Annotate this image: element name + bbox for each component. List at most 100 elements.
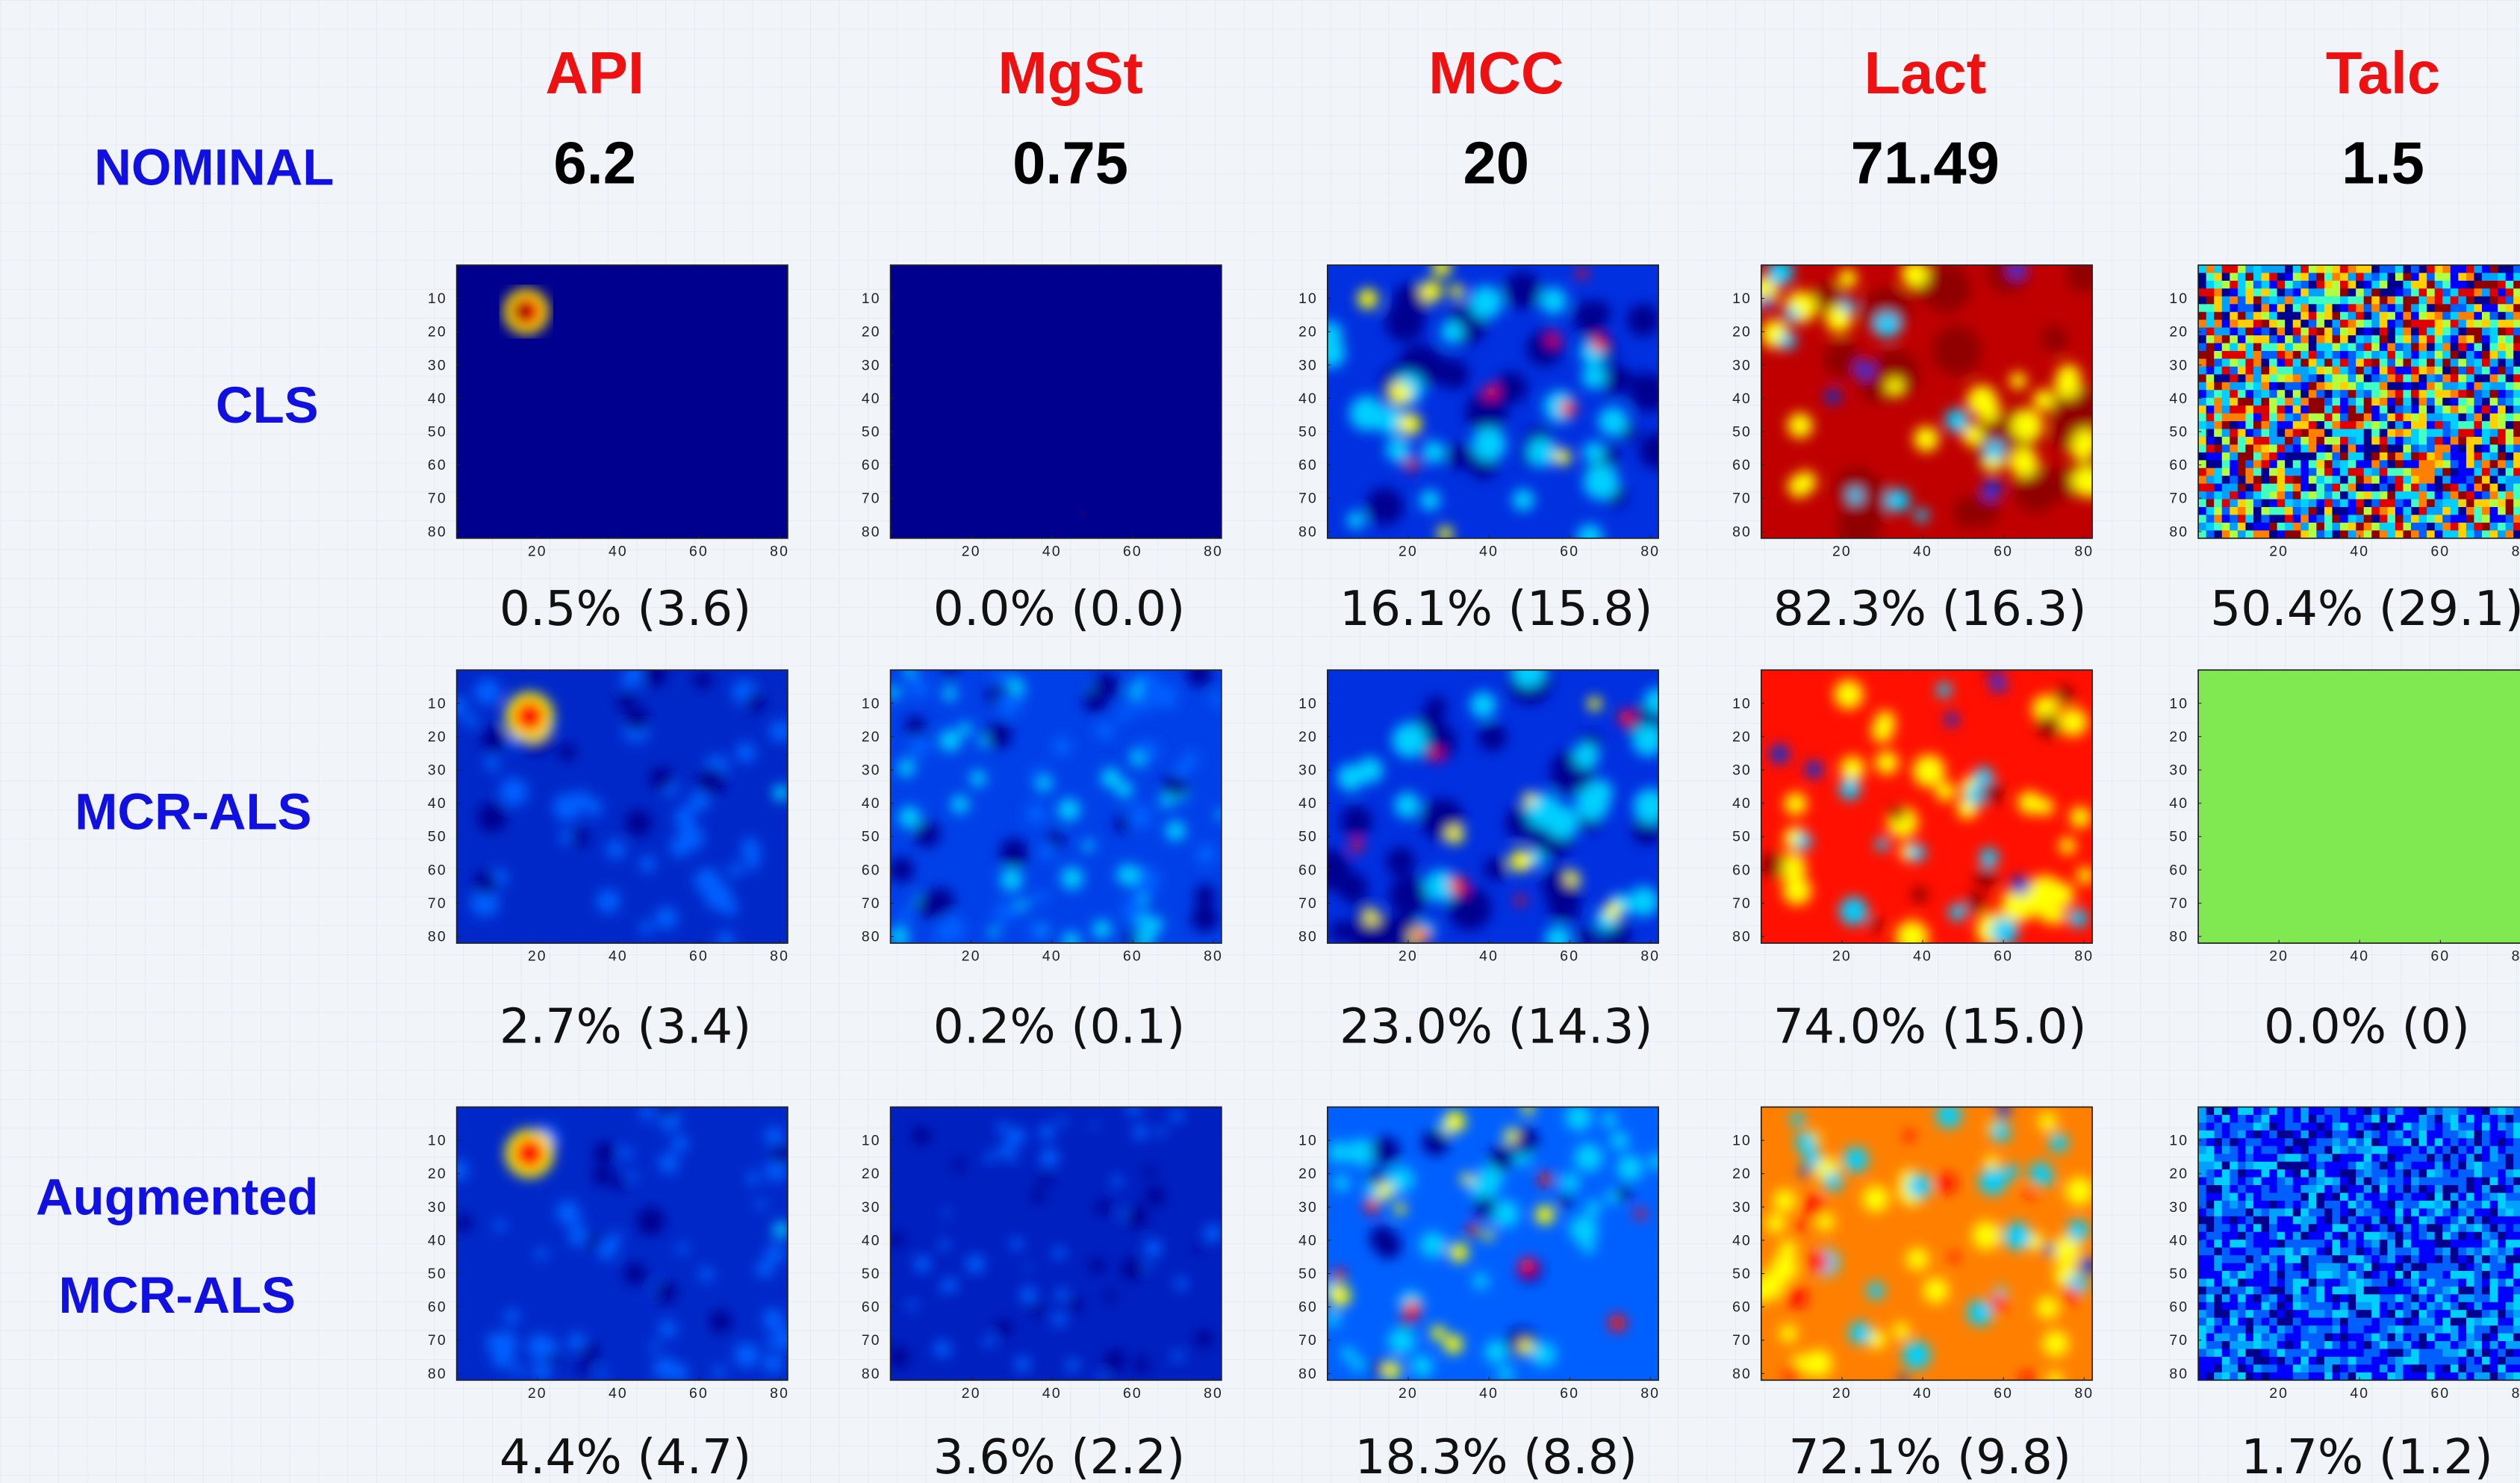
pixel [2435, 444, 2443, 453]
pixel [2482, 437, 2490, 445]
blob [1191, 904, 1219, 932]
background-grid [1, 0, 2520, 1483]
pixel [2395, 1107, 2404, 1116]
blob [612, 1176, 626, 1190]
pixel [2348, 390, 2356, 398]
pixel [2253, 429, 2262, 437]
pixel [2498, 367, 2506, 375]
pixel [2262, 437, 2270, 445]
pixel [2411, 1349, 2419, 1357]
pixel [2356, 1294, 2364, 1302]
pixel [2316, 312, 2324, 320]
pixel [2277, 1131, 2286, 1139]
pixel [2395, 1208, 2404, 1216]
pixel [2364, 320, 2372, 328]
pixel [2222, 429, 2230, 437]
pixel [2371, 414, 2380, 422]
pixel [2277, 405, 2286, 414]
pixel [2324, 437, 2333, 445]
pixel [2198, 1193, 2206, 1201]
pixel [2458, 1146, 2466, 1154]
pixel [2403, 1178, 2411, 1186]
pixel [2371, 1193, 2380, 1201]
pixel [2198, 1278, 2206, 1287]
pixel [2466, 273, 2474, 281]
pixel [2506, 1357, 2514, 1365]
blob [1420, 1232, 1446, 1258]
pixel [2371, 444, 2380, 453]
y-tick-label: 10 [1732, 290, 1752, 307]
blob [1569, 1216, 1597, 1243]
pixel [2206, 500, 2215, 508]
y-tick-label: 70 [2169, 491, 2188, 507]
pixel [2371, 312, 2380, 320]
pixel [2490, 390, 2498, 398]
pixel [2324, 335, 2333, 343]
y-tick-label: 40 [1298, 795, 1318, 812]
pixel [2395, 507, 2404, 515]
pixel [2403, 1334, 2411, 1342]
pixel [2442, 1208, 2451, 1216]
pixel [2490, 1349, 2498, 1357]
pixel [2411, 343, 2419, 352]
pixel [2513, 328, 2520, 336]
pixel [2300, 1364, 2309, 1372]
pixel [2238, 1287, 2246, 1295]
pixel [2458, 312, 2466, 320]
pixel [2269, 523, 2277, 531]
pixel [2371, 304, 2380, 312]
blob [1195, 1330, 1213, 1348]
pixel [2222, 343, 2230, 352]
pixel [2293, 530, 2301, 538]
pixel [2238, 1146, 2246, 1154]
pixel [2214, 1341, 2222, 1349]
pixel [2198, 320, 2206, 328]
pixel [2277, 484, 2286, 492]
blob [942, 686, 956, 700]
pixel [2340, 1271, 2348, 1279]
pixel [2332, 1216, 2340, 1225]
pixel [2230, 421, 2238, 429]
pixel [2222, 453, 2230, 461]
x-tick-label: 20 [1399, 543, 1418, 559]
pixel [2506, 1185, 2514, 1193]
heatmap: 102030405060708020406080 [2169, 1107, 2520, 1402]
pixel [2387, 421, 2395, 429]
pixel [2309, 460, 2317, 468]
pixel [2451, 1240, 2459, 1248]
pixel [2222, 1372, 2230, 1381]
blob [1341, 1346, 1354, 1360]
pixel [2371, 374, 2380, 382]
pixel [2262, 1325, 2270, 1334]
pixel [2435, 421, 2443, 429]
x-tick-label: 20 [528, 543, 547, 559]
pixel [2269, 351, 2277, 359]
pixel [2324, 351, 2333, 359]
pixel [2253, 460, 2262, 468]
pixel [2356, 1240, 2364, 1248]
pixel [2245, 1310, 2253, 1318]
pixel [2490, 1341, 2498, 1349]
pixel [2411, 523, 2419, 531]
pixel [2300, 1357, 2309, 1365]
pixel [2324, 1208, 2333, 1216]
pixel [2332, 1278, 2340, 1287]
pixel [2198, 1138, 2206, 1146]
pixel [2245, 1287, 2253, 1295]
pixel [2387, 1271, 2395, 1279]
y-tick-label: 30 [428, 1199, 447, 1216]
pixel [2356, 273, 2364, 281]
pixel [2324, 405, 2333, 414]
blob [2009, 447, 2038, 476]
pixel [2332, 444, 2340, 453]
blob [1575, 786, 1610, 821]
pixel [2324, 500, 2333, 508]
pixel [2411, 500, 2419, 508]
pixel [2309, 1146, 2317, 1154]
blob [1982, 479, 2002, 499]
pixel [2332, 281, 2340, 289]
blob [1788, 413, 1812, 438]
pixel [2316, 1146, 2324, 1154]
blob [1790, 1113, 1804, 1127]
pixel [2513, 1122, 2520, 1131]
